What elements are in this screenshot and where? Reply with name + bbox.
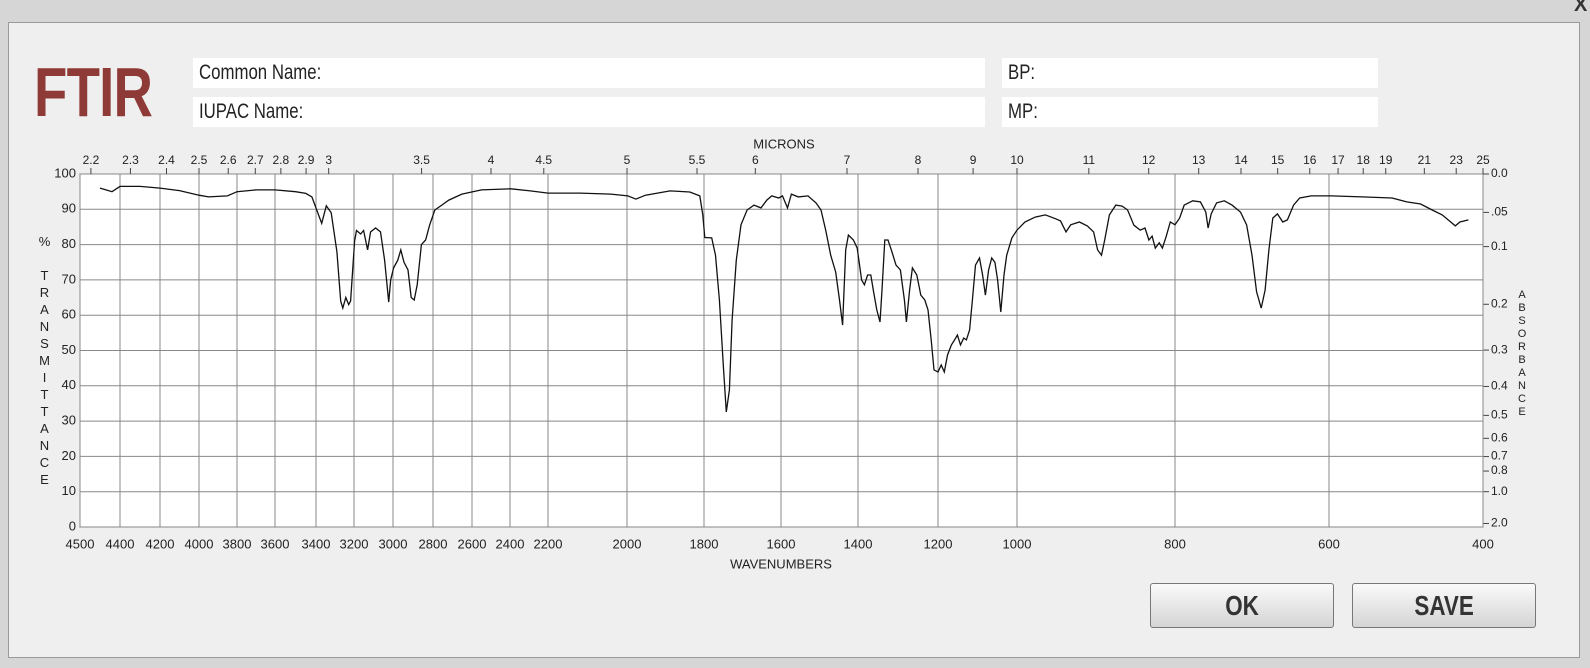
y2-tick-label: 0.4 bbox=[1491, 379, 1508, 393]
x2-tick-label: 2.2 bbox=[83, 153, 100, 167]
x2-tick-label: 7 bbox=[844, 153, 851, 167]
y2-tick-label: 0.8 bbox=[1491, 463, 1508, 477]
x2-tick-label: 2.8 bbox=[273, 153, 290, 167]
y-tick-label: 30 bbox=[62, 413, 76, 428]
x-tick-label: 4000 bbox=[185, 536, 214, 551]
x2-tick-label: 13 bbox=[1192, 153, 1206, 167]
x2-tick-label: 12 bbox=[1142, 153, 1156, 167]
x2-tick-label: 2.7 bbox=[247, 153, 264, 167]
x-tick-label: 1600 bbox=[767, 536, 796, 551]
x2-tick-label: 2.4 bbox=[158, 153, 175, 167]
x-tick-label: 1200 bbox=[924, 536, 953, 551]
x2-tick-label: 5.5 bbox=[689, 153, 706, 167]
y-tick-label: 60 bbox=[62, 307, 76, 322]
x2-tick-label: 4.5 bbox=[535, 153, 552, 167]
x2-tick-label: 14 bbox=[1234, 153, 1248, 167]
input-field[interactable]: MP: bbox=[1002, 97, 1378, 127]
field-label: IUPAC Name: bbox=[199, 100, 304, 123]
x-tick-label: 2600 bbox=[458, 536, 487, 551]
y2-tick-label: 0.7 bbox=[1491, 449, 1508, 463]
y2-tick-label: 0.2 bbox=[1491, 296, 1508, 310]
x2-tick-label: 3.5 bbox=[413, 153, 430, 167]
x2-tick-label: 21 bbox=[1418, 153, 1432, 167]
y-axis-title: % TRANSMITTANCE bbox=[37, 234, 52, 489]
save-button[interactable]: SAVE bbox=[1352, 583, 1536, 628]
x2-tick-label: 25 bbox=[1476, 153, 1490, 167]
x-tick-label: 4200 bbox=[146, 536, 175, 551]
y2-tick-label: 0.3 bbox=[1491, 342, 1508, 356]
x-tick-label: 3800 bbox=[223, 536, 252, 551]
y-tick-label: 0 bbox=[69, 518, 76, 533]
x-tick-label: 400 bbox=[1472, 536, 1494, 551]
x-tick-label: 4400 bbox=[106, 536, 135, 551]
input-field[interactable]: Common Name: bbox=[193, 58, 985, 88]
x-tick-label: 2000 bbox=[613, 536, 642, 551]
x-tick-label: 800 bbox=[1164, 536, 1186, 551]
x-tick-label: 1400 bbox=[844, 536, 873, 551]
input-field[interactable]: BP: bbox=[1002, 58, 1378, 88]
x-tick-label: 3400 bbox=[302, 536, 331, 551]
logo: FTIR bbox=[34, 53, 153, 131]
x-tick-label: 1800 bbox=[690, 536, 719, 551]
y2-tick-label: 0.0 bbox=[1491, 166, 1508, 180]
x2-tick-label: 23 bbox=[1450, 153, 1464, 167]
field-label: MP: bbox=[1008, 100, 1038, 123]
x-axis-title: WAVENUMBERS bbox=[730, 556, 832, 571]
x2-tick-label: 5 bbox=[624, 153, 631, 167]
y-tick-label: 70 bbox=[62, 271, 76, 286]
y-tick-label: 20 bbox=[62, 448, 76, 463]
y2-axis-title: ABSORBANCE bbox=[1516, 289, 1528, 419]
x-tick-label: 2400 bbox=[496, 536, 525, 551]
x2-tick-label: 3 bbox=[325, 153, 332, 167]
spectrum-line bbox=[99, 185, 1469, 412]
x2-tick-label: 18 bbox=[1357, 153, 1371, 167]
y2-tick-label: 1.0 bbox=[1491, 484, 1508, 498]
y-tick-label: 40 bbox=[62, 377, 76, 392]
x-tick-label: 2200 bbox=[534, 536, 563, 551]
button-label: SAVE bbox=[1414, 590, 1474, 621]
x2-tick-label: 11 bbox=[1083, 153, 1096, 167]
y-tick-label: 10 bbox=[62, 483, 76, 498]
y2-tick-label: 0.1 bbox=[1491, 239, 1508, 253]
y-tick-label: 50 bbox=[62, 342, 76, 357]
button-label: OK bbox=[1225, 590, 1259, 621]
x2-tick-label: 4 bbox=[488, 153, 495, 167]
x2-tick-label: 17 bbox=[1331, 153, 1345, 167]
x2-tick-label: 8 bbox=[915, 153, 922, 167]
field-label: BP: bbox=[1008, 61, 1036, 84]
y2-tick-label: .05 bbox=[1491, 205, 1508, 219]
y-tick-label: 80 bbox=[62, 236, 76, 251]
ok-button[interactable]: OK bbox=[1150, 583, 1334, 628]
x-tick-label: 1000 bbox=[1003, 536, 1032, 551]
x2-tick-label: 2.3 bbox=[122, 153, 139, 167]
x-tick-label: 3000 bbox=[379, 536, 408, 551]
x2-tick-label: 6 bbox=[752, 153, 759, 167]
y2-tick-label: 2.0 bbox=[1491, 516, 1508, 530]
x-tick-label: 2800 bbox=[419, 536, 448, 551]
input-field[interactable]: IUPAC Name: bbox=[193, 97, 985, 127]
x2-tick-label: 9 bbox=[970, 153, 977, 167]
x2-tick-label: 2.6 bbox=[220, 153, 237, 167]
x2-tick-label: 16 bbox=[1303, 153, 1317, 167]
y2-tick-label: 0.5 bbox=[1491, 408, 1508, 422]
x2-axis-title: MICRONS bbox=[753, 136, 815, 151]
y-tick-label: 90 bbox=[62, 201, 76, 216]
x-tick-label: 3600 bbox=[261, 536, 290, 551]
x-tick-label: 4500 bbox=[66, 536, 95, 551]
x2-tick-label: 2.9 bbox=[298, 153, 315, 167]
x2-tick-label: 10 bbox=[1010, 153, 1024, 167]
x-tick-label: 3200 bbox=[340, 536, 369, 551]
x-tick-label: 600 bbox=[1318, 536, 1340, 551]
y2-tick-label: 0.6 bbox=[1491, 431, 1508, 445]
x2-tick-label: 15 bbox=[1271, 153, 1285, 167]
x2-tick-label: 2.5 bbox=[191, 153, 208, 167]
close-button[interactable]: X bbox=[1574, 0, 1588, 16]
x2-tick-label: 19 bbox=[1379, 153, 1393, 167]
field-label: Common Name: bbox=[199, 61, 322, 84]
y-tick-label: 100 bbox=[54, 165, 76, 180]
